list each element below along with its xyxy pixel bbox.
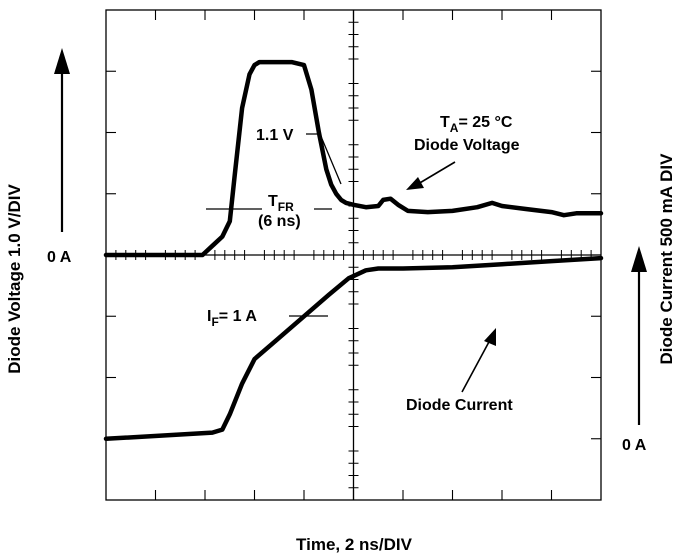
voltage-marker-leader bbox=[306, 133, 342, 185]
annotation-lines bbox=[206, 133, 496, 393]
voltage-marker-label: 1.1 V bbox=[256, 127, 294, 144]
right-zero-label: 0 A bbox=[622, 437, 647, 454]
ambient-temp-label: TA= 25 °C bbox=[440, 114, 513, 135]
left-zero-label: 0 A bbox=[47, 249, 72, 266]
diode-current-label: Diode Current bbox=[406, 397, 513, 414]
right-axis-up-arrow bbox=[631, 246, 647, 425]
diode-voltage-arrow-line bbox=[417, 161, 456, 185]
traces bbox=[103, 59, 604, 442]
current-trace bbox=[103, 255, 604, 442]
diode-current-arrowhead bbox=[484, 328, 496, 346]
tfr-value-label: (6 ns) bbox=[258, 213, 301, 230]
left-axis-up-arrow bbox=[54, 48, 70, 232]
diode-current-arrow-line bbox=[461, 339, 491, 393]
voltage-trace bbox=[103, 59, 604, 258]
left-y-axis-label: Diode Voltage 1.0 V/DIV bbox=[5, 184, 24, 374]
x-axis-label: Time, 2 ns/DIV bbox=[296, 535, 413, 554]
tfr-label: TFR bbox=[268, 193, 294, 214]
right-y-axis-label: Diode Current 500 mA DIV bbox=[657, 153, 676, 365]
forward-current-label: IF= 1 A bbox=[207, 308, 257, 329]
diode-voltage-label: Diode Voltage bbox=[414, 137, 520, 154]
diode-voltage-arrowhead bbox=[406, 177, 424, 190]
